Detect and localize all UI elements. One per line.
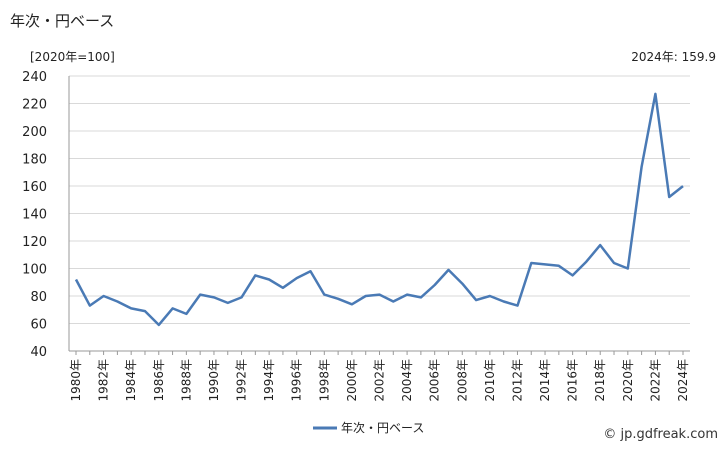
y-tick-label: 40: [30, 345, 47, 360]
x-tick-label: 1998年: [317, 359, 331, 402]
legend-label: 年次・円ベース: [341, 421, 424, 435]
x-tick-label: 2016年: [566, 359, 580, 402]
x-tick-label: 2010年: [483, 359, 497, 402]
x-tick-label: 2018年: [593, 359, 607, 402]
x-tick-label: 2000年: [345, 359, 359, 402]
y-tick-label: 180: [22, 153, 47, 168]
y-tick-label: 80: [30, 290, 47, 305]
x-tick-label: 2012年: [510, 359, 524, 402]
x-tick-label: 1982年: [97, 359, 111, 402]
grid-lines: [69, 75, 690, 352]
x-tick-label: 2014年: [538, 359, 552, 402]
x-tick-label: 1996年: [290, 359, 304, 402]
series-group: [74, 92, 684, 327]
x-tick-label: 2004年: [400, 359, 414, 402]
y-tick-label: 200: [22, 125, 47, 140]
y-tick-label: 140: [22, 208, 47, 223]
credit-text: © jp.gdfreak.com: [603, 427, 718, 442]
x-tick-label: 2006年: [428, 359, 442, 402]
legend: 年次・円ベース: [313, 421, 424, 435]
x-tick-label: 2008年: [455, 359, 469, 402]
x-tick-label: 2020年: [621, 359, 635, 402]
y-tick-label: 160: [22, 180, 47, 195]
x-tick-label: 1986年: [152, 359, 166, 402]
x-tick-label: 2024年: [676, 359, 690, 402]
chart-title: 年次・円ベース: [10, 12, 115, 30]
y-tick-label: 220: [22, 98, 47, 113]
unit-label: [2020年=100]: [30, 50, 115, 64]
x-axis: 1980年 1982年 1984年 1986年 1988年 1990年 1992年 1994年…: [69, 350, 690, 402]
y-tick-label: 120: [22, 235, 47, 250]
x-tick-label: 1990年: [207, 359, 221, 402]
latest-value-label: 2024年: 159.9: [631, 50, 716, 64]
x-tick-label: 1994年: [262, 359, 276, 402]
x-tick-label: 1980年: [69, 359, 83, 402]
series-line: [74, 92, 684, 327]
y-tick-label: 240: [22, 70, 47, 85]
y-tick-label: 60: [30, 318, 47, 333]
x-tick-label: 2002年: [373, 359, 387, 402]
x-tick-label: 1988年: [179, 359, 193, 402]
x-tick-label: 2022年: [648, 359, 662, 402]
x-tick-label: 1992年: [235, 359, 249, 402]
x-tick-label: 1984年: [124, 359, 138, 402]
y-axis: 40 60 80 100 120 140 160 180 200 220 240: [22, 70, 70, 360]
y-tick-label: 100: [22, 263, 47, 278]
